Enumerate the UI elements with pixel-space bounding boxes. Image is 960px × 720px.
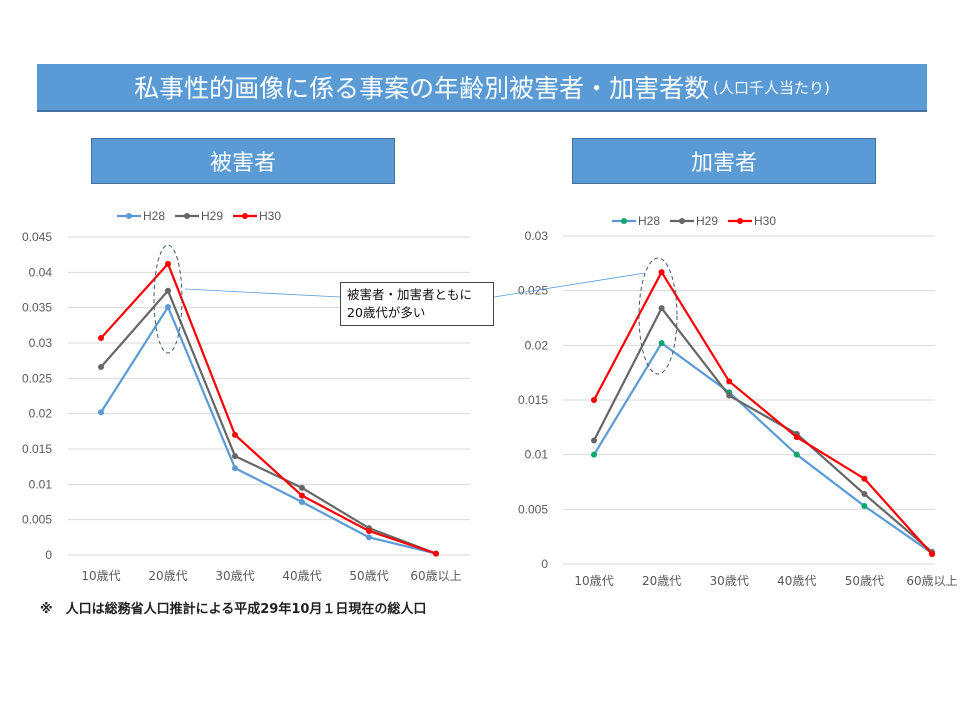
data-point-H28 <box>299 499 305 505</box>
x-tick-label: 60歳以上 <box>906 574 957 588</box>
y-tick-label: 0.03 <box>525 229 549 243</box>
data-point-H30 <box>98 335 104 342</box>
x-tick-label: 40歳代 <box>282 569 321 583</box>
connector-line <box>493 272 646 298</box>
x-tick-label: 50歳代 <box>845 574 884 588</box>
legend-marker <box>621 218 627 224</box>
legend-marker <box>737 218 743 224</box>
legend-label: H29 <box>201 209 223 223</box>
data-point-H29 <box>232 453 238 460</box>
data-point-H28 <box>98 409 104 416</box>
victims-chart: 0 0.005 0.01 0.015 0.02 0.025 0.03 0.035 0.04 0.0… <box>22 209 470 583</box>
x-tick-label: 10歳代 <box>574 574 613 588</box>
legend-label: H30 <box>754 214 776 228</box>
annotation-box: 被害者・加害者ともに 20歳代が多い <box>340 282 494 326</box>
data-point-H29 <box>165 287 171 294</box>
highlight-ellipse <box>153 244 183 354</box>
y-tick-label: 0.025 <box>22 371 52 385</box>
data-point-H29 <box>861 491 868 498</box>
y-tick-label: 0.045 <box>22 230 52 244</box>
data-point-H28 <box>366 534 372 541</box>
y-tick-label: 0.015 <box>518 393 548 407</box>
data-point-H30 <box>726 378 733 385</box>
x-tick-label: 20歳代 <box>642 574 681 588</box>
data-point-H29 <box>591 437 597 444</box>
series-line-H29 <box>100 288 437 555</box>
data-point-H29 <box>658 305 665 312</box>
y-tick-label: 0.03 <box>29 336 53 350</box>
y-tick-label: 0 <box>541 557 548 571</box>
series-line-H28 <box>100 304 437 555</box>
data-point-H30 <box>658 269 665 276</box>
legend-label: H30 <box>259 209 281 223</box>
x-tick-label: 30歳代 <box>710 574 749 588</box>
x-tick-label: 30歳代 <box>215 569 254 583</box>
data-point-H28 <box>591 451 597 458</box>
y-tick-label: 0.02 <box>29 407 53 421</box>
legend-label: H28 <box>638 214 660 228</box>
data-point-H30 <box>165 260 171 267</box>
legend-label: H29 <box>696 214 718 228</box>
legend-marker <box>242 213 248 219</box>
data-point-H30 <box>793 434 800 441</box>
x-tick-label: 40歳代 <box>777 574 816 588</box>
data-point-H29 <box>98 364 104 371</box>
connector-line <box>184 288 341 298</box>
series-line-H30 <box>593 269 933 555</box>
y-tick-label: 0.02 <box>525 338 549 352</box>
legend-label: H28 <box>143 209 165 223</box>
data-point-H30 <box>929 551 935 558</box>
y-tick-label: 0.015 <box>22 442 52 456</box>
data-point-H30 <box>232 431 238 438</box>
x-tick-label: 10歳代 <box>81 569 120 583</box>
x-tick-label: 50歳代 <box>349 569 388 583</box>
x-tick-label: 60歳以上 <box>410 569 461 583</box>
y-tick-label: 0.005 <box>22 513 52 527</box>
data-point-H28 <box>658 340 665 347</box>
y-tick-label: 0 <box>45 548 52 562</box>
data-point-H30 <box>299 492 305 499</box>
y-tick-label: 0.01 <box>29 477 53 491</box>
page-title-suffix: (人口千人当たり) <box>713 78 830 97</box>
y-tick-label: 0.04 <box>29 265 53 279</box>
data-point-H29 <box>299 484 305 491</box>
footnote: ※ 人口は総務省人口推計による平成29年10月１日現在の総人口 <box>40 602 427 617</box>
legend-marker <box>679 218 685 224</box>
data-point-H28 <box>793 451 800 458</box>
title-banner: 私事性的画像に係る事案の年齢別被害者・加害者数 (人口千人当たり) <box>37 64 927 112</box>
y-tick-label: 0.01 <box>525 448 549 462</box>
data-point-H28 <box>232 465 238 472</box>
data-point-H30 <box>861 475 868 482</box>
series-line-H28 <box>593 341 933 554</box>
perpetrators-chart: 00.0050.010.0150.020.0250.0310歳代20歳代30歳代… <box>518 214 958 588</box>
highlight-ellipse <box>638 257 678 375</box>
data-point-H30 <box>366 527 372 534</box>
perpetrators-header: 加害者 <box>572 138 876 184</box>
y-tick-label: 0.005 <box>518 502 548 516</box>
data-point-H30 <box>433 550 439 557</box>
legend-marker <box>126 213 132 219</box>
victims-header: 被害者 <box>91 138 395 184</box>
x-tick-label: 20歳代 <box>148 569 187 583</box>
data-point-H28 <box>861 503 868 510</box>
data-point-H30 <box>591 397 597 403</box>
annotation-line-2: 20歳代が多い <box>347 305 426 320</box>
annotation-line-1: 被害者・加害者ともに <box>347 287 473 302</box>
series-line-H29 <box>593 306 933 553</box>
page-title: 私事性的画像に係る事案の年齢別被害者・加害者数 <box>134 74 710 103</box>
data-point-H28 <box>165 303 171 310</box>
y-tick-label: 0.035 <box>22 301 52 315</box>
data-point-H29 <box>726 392 733 399</box>
legend-marker <box>184 213 190 219</box>
series-line-H30 <box>100 261 437 555</box>
